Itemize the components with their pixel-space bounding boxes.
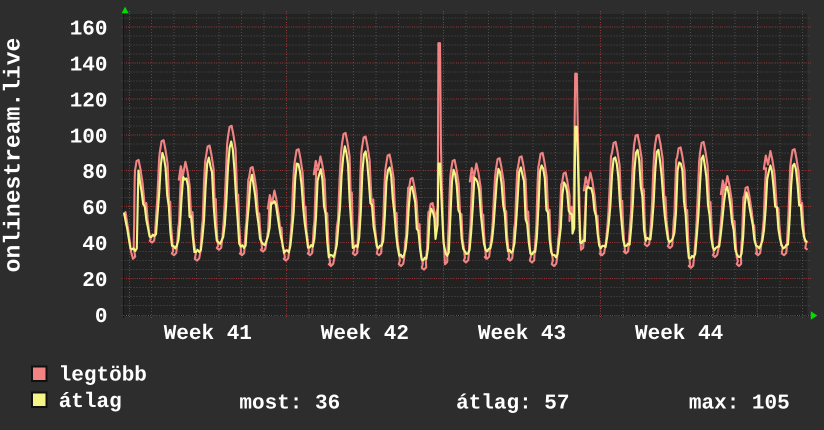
svg-text:80: 80 (82, 162, 107, 185)
svg-text:0: 0 (95, 306, 108, 329)
svg-text:most: 36: most: 36 (239, 392, 340, 415)
svg-text:átlag: 57: átlag: 57 (456, 392, 569, 415)
svg-text:140: 140 (70, 54, 108, 77)
svg-text:legtöbb: legtöbb (59, 365, 147, 388)
svg-text:átlag: átlag (59, 391, 122, 414)
svg-text:Week 42: Week 42 (321, 323, 409, 346)
svg-text:60: 60 (82, 198, 107, 221)
svg-text:Week 43: Week 43 (478, 323, 566, 346)
svg-text:Week 44: Week 44 (635, 323, 723, 346)
svg-text:onlinestream.live: onlinestream.live (1, 38, 27, 273)
svg-text:Week 41: Week 41 (164, 323, 252, 346)
svg-text:40: 40 (82, 234, 107, 257)
svg-text:max: 105: max: 105 (689, 392, 790, 415)
svg-text:100: 100 (70, 126, 108, 149)
svg-text:160: 160 (70, 19, 108, 42)
svg-text:20: 20 (82, 270, 107, 293)
svg-text:120: 120 (70, 90, 108, 113)
